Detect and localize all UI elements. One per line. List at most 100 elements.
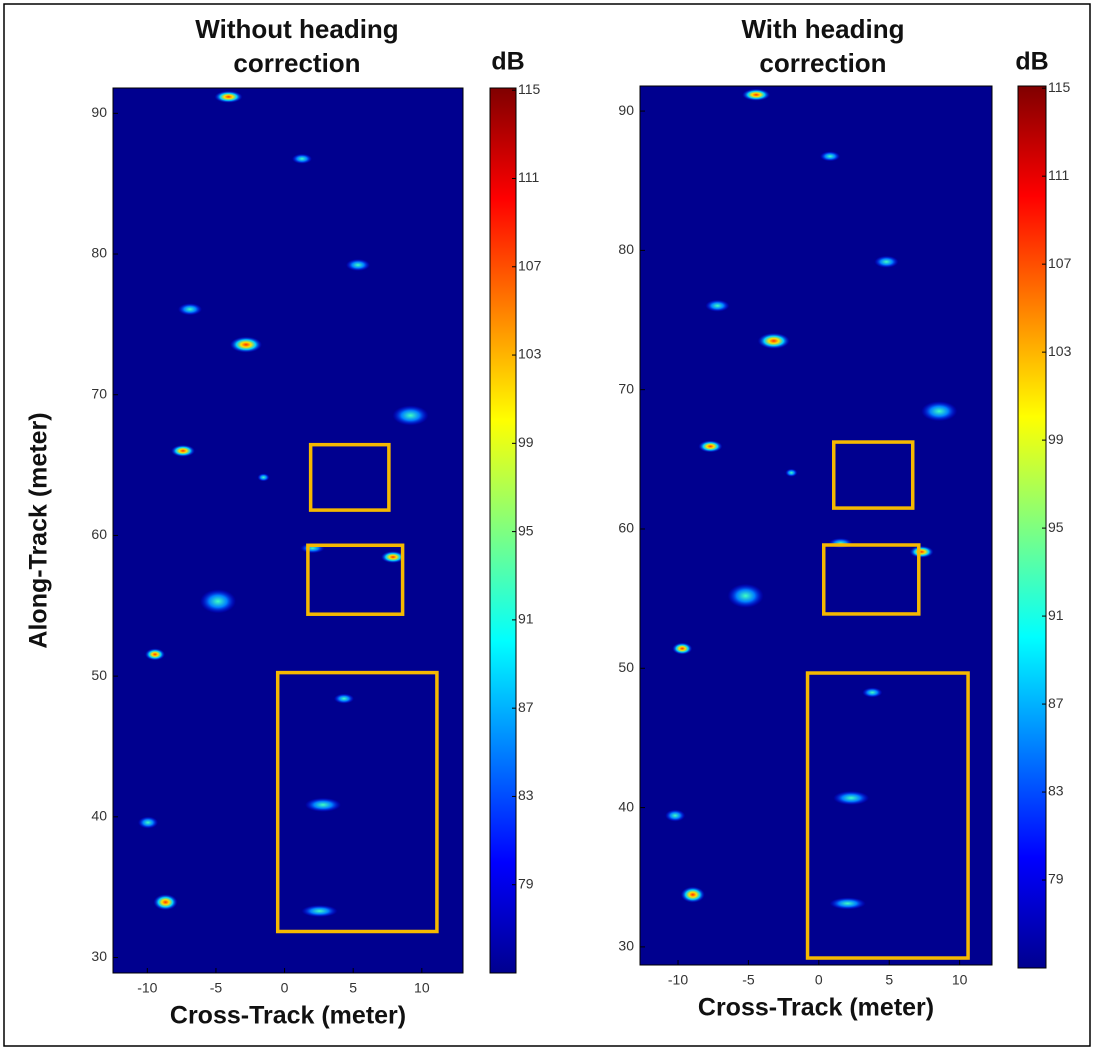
speckle — [909, 545, 934, 558]
speckle — [680, 886, 705, 903]
speckle — [346, 259, 370, 271]
colorbar-tick-label: 107 — [518, 257, 542, 273]
y-tick-label: 80 — [91, 245, 107, 261]
colorbar-tick-label: 91 — [1048, 607, 1064, 623]
colorbar-tick-label: 95 — [518, 522, 534, 538]
y-tick-label: 90 — [91, 104, 107, 120]
y-tick-label: 60 — [91, 526, 107, 542]
speckle — [138, 816, 158, 829]
colorbar-tick-label: 111 — [518, 169, 539, 185]
speckle — [381, 551, 405, 564]
highlight-box — [275, 670, 439, 934]
speckle — [214, 90, 243, 103]
y-tick-label: 40 — [618, 798, 634, 814]
y-tick-label: 70 — [618, 380, 634, 396]
y-tick-label: 30 — [91, 948, 107, 964]
speckle — [153, 894, 178, 911]
speckle — [862, 687, 883, 698]
x-tick-label: -10 — [668, 972, 688, 988]
speckle — [334, 693, 354, 704]
speckle — [392, 405, 429, 426]
y-tick-label: 40 — [91, 808, 107, 824]
colorbar — [1017, 85, 1047, 969]
plot-border — [112, 87, 464, 974]
x-tick-label: -5 — [742, 972, 755, 988]
speckle — [672, 642, 693, 655]
speckle — [727, 583, 764, 608]
colorbar-tick-label: 103 — [1048, 343, 1072, 359]
speckle — [230, 336, 262, 353]
plot-border — [639, 85, 993, 966]
speckle — [145, 648, 165, 661]
colorbar-tick-label: 87 — [518, 699, 534, 715]
colorbar-tick-label: 99 — [518, 434, 534, 450]
x-tick-label: 5 — [885, 972, 893, 988]
x-tick-label: -10 — [137, 980, 157, 996]
colorbar-tick-label: 83 — [518, 787, 534, 803]
speckle — [874, 255, 899, 268]
colorbar-tick-label: 107 — [1048, 255, 1072, 271]
y-tick-label: 80 — [618, 241, 634, 257]
speckle — [305, 797, 341, 812]
panel-title: Without heading correction — [195, 14, 399, 78]
frame — [3, 3, 1091, 1047]
x-tick-label: 0 — [281, 980, 289, 996]
x-axis-label: Cross-Track (meter) — [170, 1002, 406, 1030]
speckle — [785, 468, 798, 477]
panel: -10 -5 0 5 10 30 40 50 60 70 80 90 79 83 87 91 95 99 103 10… — [25, 48, 542, 1030]
speckle — [757, 332, 790, 349]
colorbar-tick-label: 99 — [1048, 431, 1064, 447]
speckle — [257, 473, 270, 482]
colorbar — [489, 87, 517, 974]
colorbar-tick-label: 79 — [1048, 871, 1064, 887]
speckle — [742, 88, 771, 101]
speckle — [301, 905, 338, 918]
x-axis-label: Cross-Track (meter) — [698, 994, 934, 1022]
speckle — [200, 589, 236, 614]
panel-title: With heading correction — [741, 14, 905, 78]
colorbar-tick-label: 115 — [518, 81, 541, 97]
speckle — [698, 440, 723, 453]
highlight-box — [308, 442, 391, 512]
speckle — [665, 809, 686, 822]
x-tick-label: 10 — [414, 980, 430, 996]
y-tick-label: 90 — [618, 102, 634, 118]
speckle — [705, 299, 730, 312]
x-tick-label: 5 — [349, 980, 357, 996]
colorbar-tick-label: 79 — [518, 875, 534, 891]
highlight-box — [821, 543, 921, 616]
colorbar-tick-label: 111 — [1048, 167, 1069, 183]
y-tick-label: 50 — [91, 667, 107, 683]
y-tick-label: 70 — [91, 385, 107, 401]
y-tick-label: 50 — [618, 659, 634, 675]
colorbar-tick-label: 91 — [518, 611, 534, 627]
y-tick-label: 30 — [618, 938, 634, 954]
y-axis-label: Along-Track (meter) — [25, 412, 53, 648]
speckle — [833, 790, 870, 805]
speckle — [829, 897, 866, 910]
x-tick-label: 0 — [815, 972, 823, 988]
colorbar-tick-label: 95 — [1048, 519, 1064, 535]
highlight-box — [831, 440, 915, 510]
speckle — [921, 401, 958, 422]
plot-area — [113, 88, 463, 973]
colorbar-label: dB — [491, 48, 524, 76]
panel: -10 -5 0 5 10 30 40 50 60 70 80 90 79 83 87 91 95 99 103 10… — [618, 48, 1071, 1022]
plot-area — [640, 86, 992, 965]
colorbar-tick-label: 103 — [518, 346, 542, 362]
colorbar-tick-label: 115 — [1048, 79, 1071, 95]
speckle — [820, 151, 841, 162]
colorbar-tick-label: 87 — [1048, 695, 1064, 711]
speckle — [292, 153, 312, 164]
speckle — [178, 303, 202, 316]
colorbar-label: dB — [1015, 48, 1048, 76]
colorbar-tick-label: 83 — [1048, 783, 1064, 799]
y-tick-label: 60 — [618, 520, 634, 536]
highlight-box — [805, 671, 970, 960]
x-tick-label: 10 — [952, 972, 968, 988]
speckle — [171, 444, 195, 457]
x-tick-label: -5 — [210, 980, 223, 996]
highlight-box — [306, 543, 405, 616]
